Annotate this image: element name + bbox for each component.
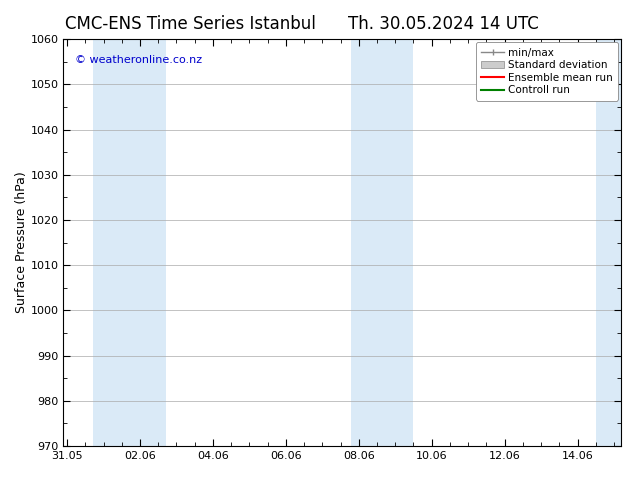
Legend: min/max, Standard deviation, Ensemble mean run, Controll run: min/max, Standard deviation, Ensemble me… [476, 42, 618, 100]
Bar [93, 39, 165, 446]
Bar [351, 39, 413, 446]
Bar [596, 39, 621, 446]
Text: CMC-ENS Time Series Istanbul: CMC-ENS Time Series Istanbul [65, 15, 316, 33]
Text: Th. 30.05.2024 14 UTC: Th. 30.05.2024 14 UTC [349, 15, 539, 33]
Y-axis label: Surface Pressure (hPa): Surface Pressure (hPa) [15, 172, 28, 314]
Text: © weatheronline.co.nz: © weatheronline.co.nz [75, 55, 202, 66]
